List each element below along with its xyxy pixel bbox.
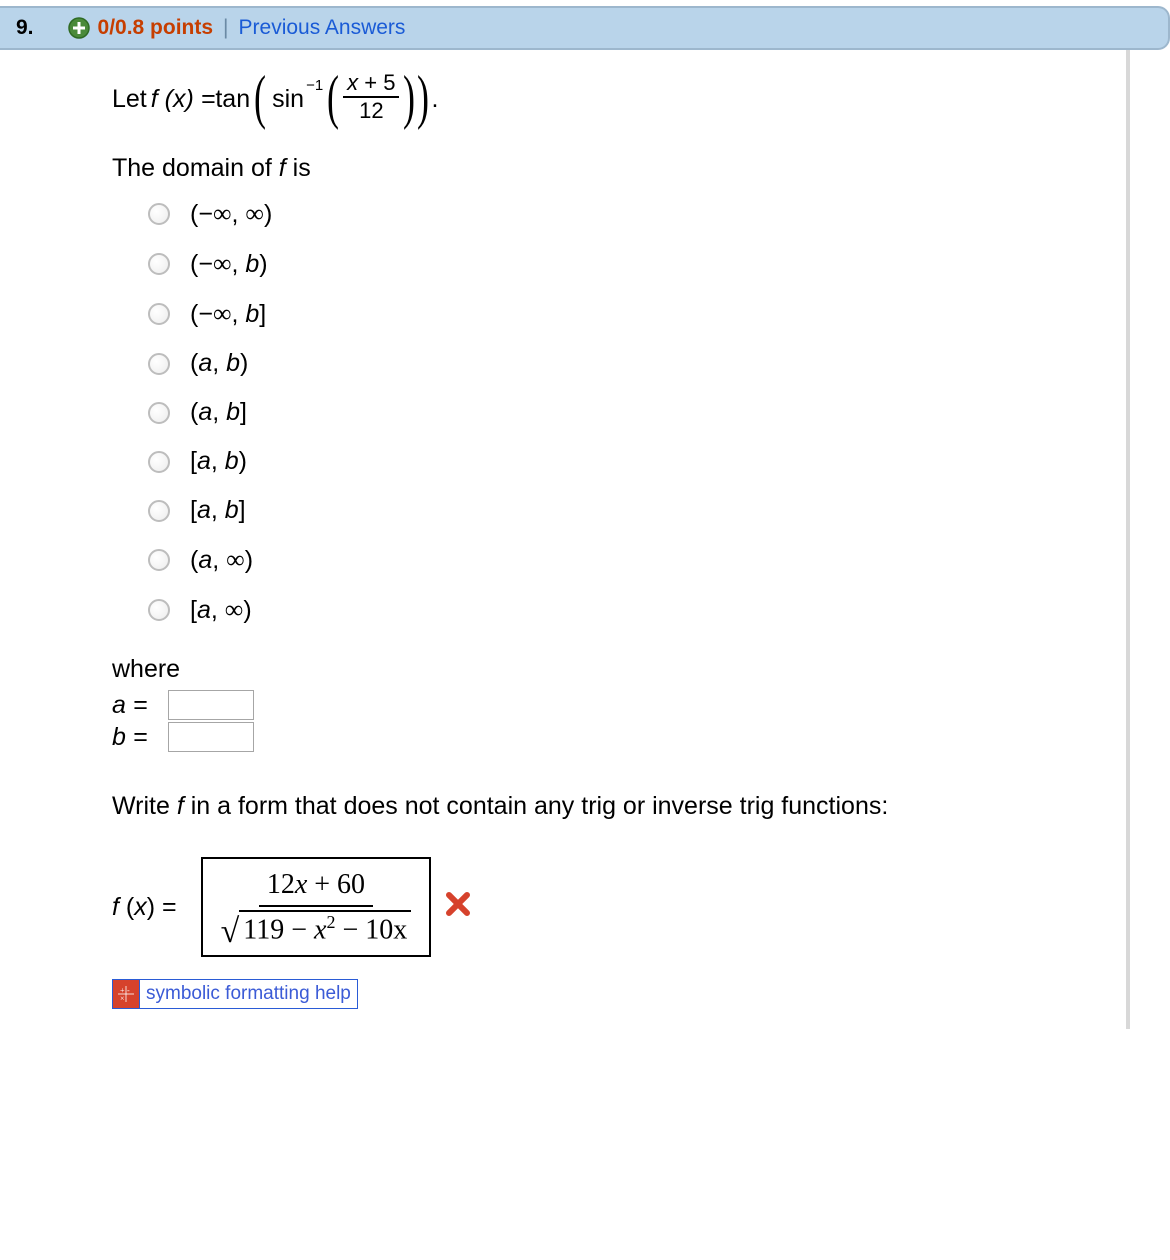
answer-numerator: 12x + 60 (259, 869, 373, 907)
header-separator: | (223, 16, 228, 40)
rad-p1: 119 − (243, 914, 314, 945)
option-2[interactable]: (−∞, b) (148, 249, 1098, 279)
b-input[interactable] (168, 722, 254, 752)
symbolic-help-icon: + - × (113, 980, 140, 1008)
domain-options: (−∞, ∞) (−∞, b) (−∞, b] (a, b) (a, b] [a… (148, 199, 1098, 625)
option-label: (−∞, b] (190, 299, 266, 329)
option-label: (a, b) (190, 349, 248, 378)
radio-icon[interactable] (148, 451, 170, 473)
option-9[interactable]: [a, ∞) (148, 595, 1098, 625)
let-text: Let (112, 85, 147, 114)
option-label: [a, b) (190, 447, 247, 476)
answer-row: f (x) = 12x + 60 √ 119 − x2 − 10x (112, 857, 1098, 957)
option-4[interactable]: (a, b) (148, 349, 1098, 378)
radicand: 119 − x2 − 10x (239, 910, 411, 946)
answer-box[interactable]: 12x + 60 √ 119 − x2 − 10x (201, 857, 432, 957)
rad-p2: − 10x (335, 914, 407, 945)
answer-fraction: 12x + 60 √ 119 − x2 − 10x (221, 869, 412, 947)
radio-icon[interactable] (148, 203, 170, 225)
question-header: 9. 0/0.8 points | Previous Answers (0, 6, 1170, 50)
answer-lhs: f (x) = (112, 893, 177, 922)
radio-icon[interactable] (148, 303, 170, 325)
points-label: 0/0.8 points (98, 16, 214, 40)
option-label: (−∞, b) (190, 249, 268, 279)
lparen-outer: ( (254, 73, 266, 121)
fx-lhs: f (x) = (151, 85, 216, 114)
radio-icon[interactable] (148, 549, 170, 571)
option-6[interactable]: [a, b) (148, 447, 1098, 476)
radio-icon[interactable] (148, 353, 170, 375)
option-label: (a, b] (190, 398, 247, 427)
option-3[interactable]: (−∞, b] (148, 299, 1098, 329)
question-body: Let f (x) = tan ( sin −1 ( x + 5 12 ) ) … (112, 50, 1130, 1029)
option-label: (−∞, ∞) (190, 199, 272, 229)
b-label: b = (112, 723, 166, 752)
wrong-icon (445, 891, 471, 923)
b-row: b = (112, 722, 1098, 752)
fraction-den: 12 (359, 98, 383, 122)
symbolic-help-button[interactable]: + - × symbolic formatting help (112, 979, 358, 1009)
option-7[interactable]: [a, b] (148, 496, 1098, 525)
symbolic-help-label: symbolic formatting help (140, 983, 357, 1005)
option-1[interactable]: (−∞, ∞) (148, 199, 1098, 229)
previous-answers-link[interactable]: Previous Answers (239, 16, 406, 40)
a-input[interactable] (168, 690, 254, 720)
lparen-inner: ( (327, 73, 339, 121)
expand-icon[interactable] (68, 17, 90, 39)
answer-denominator: √ 119 − x2 − 10x (221, 907, 412, 947)
a-label: a = (112, 691, 166, 720)
sin-text: sin (272, 85, 304, 114)
radio-icon[interactable] (148, 253, 170, 275)
period: . (431, 85, 438, 114)
fraction: x + 5 12 (343, 72, 399, 122)
inverse-superscript: −1 (306, 77, 323, 94)
function-definition: Let f (x) = tan ( sin −1 ( x + 5 12 ) ) … (112, 74, 1098, 124)
sqrt-icon: √ (221, 913, 240, 951)
rewrite-instruction: Write f in a form that does not contain … (112, 792, 1098, 821)
a-row: a = (112, 690, 1098, 720)
option-label: (a, ∞) (190, 545, 253, 575)
radio-icon[interactable] (148, 402, 170, 424)
tan-text: tan (215, 85, 250, 114)
question-number: 9. (16, 16, 34, 40)
svg-text:×: × (120, 994, 125, 1003)
option-5[interactable]: (a, b] (148, 398, 1098, 427)
option-label: [a, b] (190, 496, 246, 525)
radio-icon[interactable] (148, 599, 170, 621)
radio-icon[interactable] (148, 500, 170, 522)
where-label: where (112, 655, 1098, 684)
option-8[interactable]: (a, ∞) (148, 545, 1098, 575)
rparen-outer: ) (417, 73, 429, 121)
rad-var: x (314, 914, 326, 945)
domain-prompt: The domain of f is (112, 154, 1098, 183)
option-label: [a, ∞) (190, 595, 252, 625)
rparen-inner: ) (403, 73, 415, 121)
